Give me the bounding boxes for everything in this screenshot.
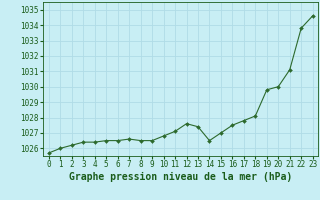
X-axis label: Graphe pression niveau de la mer (hPa): Graphe pression niveau de la mer (hPa) [69, 172, 292, 182]
